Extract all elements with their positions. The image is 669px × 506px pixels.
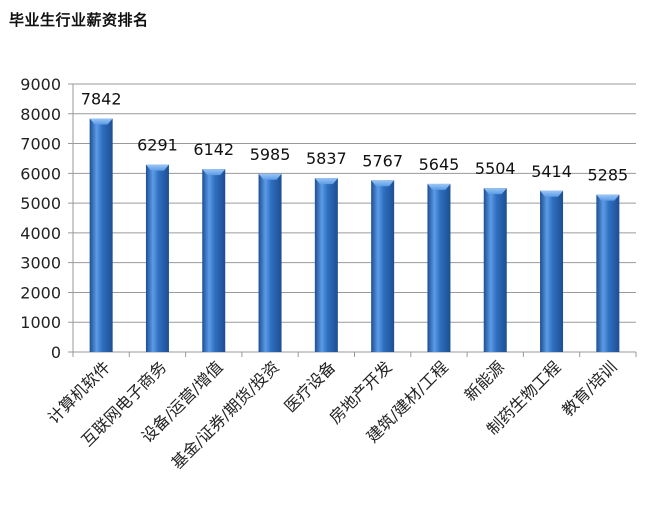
- bar-10: 5285: [587, 166, 628, 352]
- x-category-label: 新能源: [461, 357, 508, 404]
- data-label: 5767: [362, 151, 403, 170]
- bar-6: 5767: [362, 151, 403, 352]
- y-tick-label: 2000: [20, 283, 61, 302]
- y-tick-label: 8000: [20, 105, 61, 124]
- data-label: 5285: [587, 166, 628, 185]
- y-tick-label: 5000: [20, 194, 61, 213]
- y-tick-label: 0: [51, 343, 61, 362]
- x-category-label: 医疗设备: [280, 357, 339, 416]
- y-tick-label: 1000: [20, 313, 61, 332]
- data-label: 5985: [250, 145, 291, 164]
- y-tick-label: 7000: [20, 135, 61, 154]
- data-label: 5504: [475, 159, 516, 178]
- data-label: 7842: [81, 89, 122, 108]
- y-tick-label: 9000: [20, 75, 61, 94]
- y-tick-label: 3000: [20, 254, 61, 273]
- bar-3: 6142: [193, 140, 234, 352]
- bar-2: 6291: [137, 136, 178, 352]
- data-label: 5645: [419, 155, 460, 174]
- bar-5: 5837: [306, 149, 347, 352]
- bar-7: 5645: [419, 155, 460, 352]
- chart-title: 毕业生行业薪资排名: [9, 11, 149, 29]
- data-label: 5837: [306, 149, 347, 168]
- data-label: 6142: [193, 140, 234, 159]
- bar-1: 7842: [81, 89, 122, 352]
- data-label: 5414: [531, 162, 572, 181]
- bar-9: 5414: [531, 162, 572, 352]
- x-category-label: 教育/培训: [558, 357, 621, 420]
- bar-4: 5985: [250, 145, 291, 352]
- x-category-label: 基金/证券/期货/投资: [167, 357, 282, 472]
- data-label: 6291: [137, 136, 178, 155]
- y-tick-label: 4000: [20, 224, 61, 243]
- bar-8: 5504: [475, 159, 516, 352]
- y-tick-label: 6000: [20, 164, 61, 183]
